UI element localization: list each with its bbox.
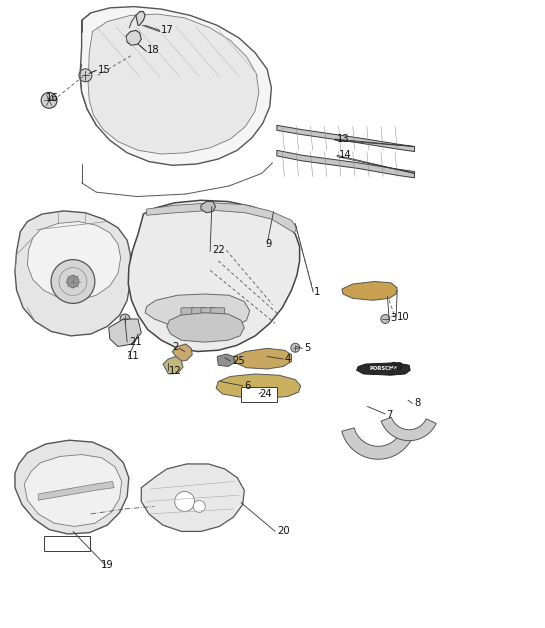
Text: 6: 6 — [244, 381, 251, 391]
Polygon shape — [128, 200, 300, 352]
Circle shape — [175, 492, 195, 511]
Polygon shape — [172, 344, 192, 362]
Text: 14: 14 — [338, 150, 352, 160]
Text: 21: 21 — [129, 337, 142, 347]
Polygon shape — [27, 222, 120, 300]
FancyBboxPatch shape — [181, 308, 195, 322]
Circle shape — [79, 69, 92, 82]
Text: 25: 25 — [232, 356, 245, 366]
Polygon shape — [381, 418, 436, 441]
Circle shape — [291, 344, 300, 352]
Circle shape — [381, 315, 390, 323]
Text: 18: 18 — [147, 45, 159, 55]
Text: 12: 12 — [168, 367, 181, 376]
Polygon shape — [15, 211, 130, 336]
Polygon shape — [126, 30, 141, 45]
Text: 19: 19 — [101, 560, 113, 570]
Text: 3: 3 — [391, 313, 397, 323]
FancyBboxPatch shape — [45, 536, 90, 551]
Polygon shape — [233, 349, 292, 369]
Circle shape — [193, 501, 205, 512]
Text: 9: 9 — [265, 239, 271, 249]
Text: 24: 24 — [259, 389, 271, 399]
Polygon shape — [24, 455, 122, 526]
Text: 22: 22 — [212, 246, 225, 255]
Polygon shape — [38, 482, 114, 500]
Polygon shape — [109, 319, 141, 347]
Text: 4: 4 — [284, 354, 290, 364]
Polygon shape — [277, 150, 415, 178]
Circle shape — [41, 92, 57, 108]
Text: 20: 20 — [277, 526, 289, 536]
Text: 8: 8 — [415, 398, 421, 408]
Polygon shape — [163, 357, 183, 374]
Polygon shape — [216, 374, 301, 398]
Text: 2: 2 — [172, 342, 179, 352]
Circle shape — [51, 259, 95, 303]
FancyBboxPatch shape — [201, 308, 215, 322]
Polygon shape — [277, 126, 415, 151]
Text: 17: 17 — [161, 24, 174, 35]
Polygon shape — [80, 7, 271, 165]
Text: 5: 5 — [304, 344, 310, 354]
Polygon shape — [356, 363, 410, 376]
Text: 15: 15 — [98, 65, 111, 75]
Text: 11: 11 — [127, 352, 140, 362]
FancyBboxPatch shape — [192, 308, 205, 322]
Text: 1: 1 — [314, 287, 320, 297]
Polygon shape — [342, 428, 411, 459]
Polygon shape — [217, 354, 234, 367]
Text: 7: 7 — [386, 410, 393, 420]
FancyBboxPatch shape — [241, 386, 277, 403]
Polygon shape — [15, 440, 129, 534]
Polygon shape — [145, 294, 250, 330]
Circle shape — [67, 276, 79, 288]
Polygon shape — [342, 281, 397, 300]
Text: 10: 10 — [397, 312, 410, 322]
Polygon shape — [88, 14, 259, 154]
Polygon shape — [136, 11, 145, 25]
Text: 23: 23 — [391, 362, 403, 372]
Polygon shape — [141, 464, 244, 531]
Circle shape — [120, 314, 130, 324]
Text: PORSCHE: PORSCHE — [370, 367, 398, 372]
FancyBboxPatch shape — [211, 308, 225, 322]
Text: 13: 13 — [336, 134, 349, 144]
Polygon shape — [147, 203, 297, 233]
Text: 16: 16 — [46, 94, 59, 104]
Polygon shape — [201, 202, 216, 213]
Polygon shape — [167, 313, 244, 342]
